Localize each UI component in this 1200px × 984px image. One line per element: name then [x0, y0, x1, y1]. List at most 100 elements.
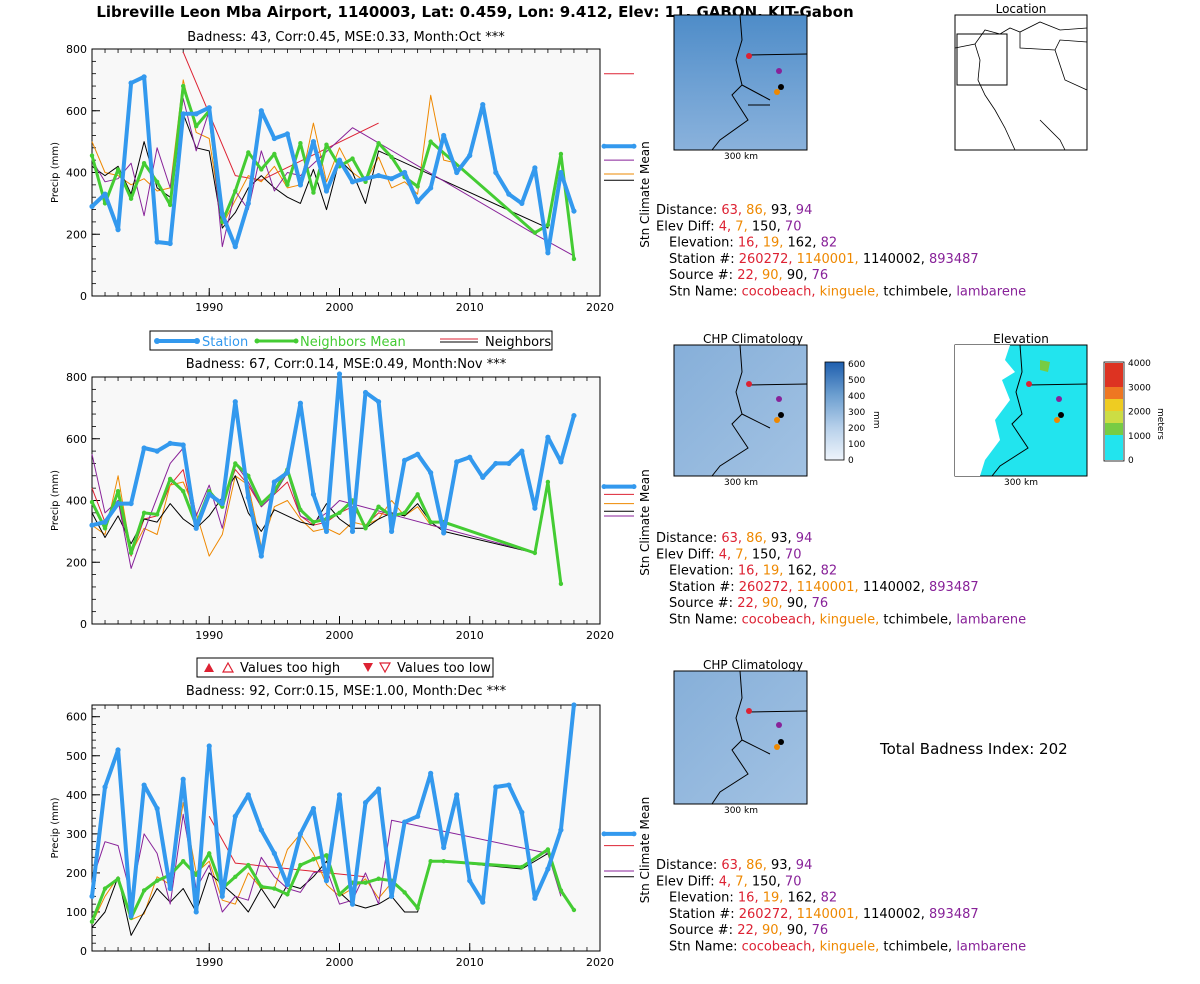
point-station — [167, 885, 173, 892]
point-station — [415, 451, 421, 457]
point-station — [506, 460, 512, 467]
point-neighbors-mean — [207, 851, 212, 856]
point-station — [336, 157, 343, 163]
point-station — [245, 792, 251, 798]
x-tick-label: 2010 — [456, 629, 484, 642]
point-station — [323, 528, 330, 534]
point-neighbors-mean — [180, 858, 186, 864]
chp-title-2: CHP Climatology — [703, 332, 803, 346]
point-neighbors-mean — [180, 489, 186, 494]
series-line-lambarene — [91, 813, 562, 913]
x-tick-label: 1990 — [195, 301, 223, 314]
point-neighbors-mean — [571, 907, 577, 913]
point-station — [258, 108, 264, 114]
point-station — [102, 191, 108, 197]
point-station — [232, 244, 238, 250]
point-station — [519, 200, 525, 206]
point-station — [467, 152, 473, 159]
info-row-source-number: Source #: 22, 90, 90, 76 — [669, 596, 828, 611]
point-neighbors-mean — [272, 151, 277, 157]
point-neighbors-mean — [311, 857, 316, 862]
point-neighbors-mean — [233, 188, 238, 194]
point-station — [493, 784, 499, 790]
point-station — [506, 782, 512, 788]
climate-mean-point — [631, 831, 637, 837]
point-station — [532, 505, 538, 511]
point-station — [232, 813, 238, 819]
plot-subtitle: Badness: 43, Corr:0.45, MSE:0.33, Month:… — [187, 30, 505, 45]
point-neighbors-mean — [298, 862, 303, 868]
y-tick-label: 200 — [66, 867, 87, 880]
x-tick-label: 2000 — [325, 301, 353, 314]
point-neighbors-mean — [141, 510, 147, 516]
plot-3: 1990 2000 2010 2020 0 100 200 300 400 500 600 Badne… — [50, 684, 652, 969]
point-station — [480, 474, 486, 480]
point-station — [89, 522, 95, 528]
point-station — [141, 782, 147, 788]
point-neighbors-mean — [141, 161, 147, 166]
point-neighbors-mean — [285, 892, 290, 897]
point-station — [375, 399, 382, 405]
point-neighbors-mean — [89, 499, 95, 505]
point-neighbors-mean — [259, 167, 264, 172]
point-neighbors-mean — [128, 196, 134, 201]
point-neighbors-mean — [311, 519, 316, 525]
point-station — [362, 389, 369, 396]
stn-climate-mean-label: Stn Climate Mean — [638, 797, 652, 903]
series-line-neighbors-mean — [90, 848, 576, 923]
point-station — [493, 169, 499, 176]
point-station — [193, 111, 199, 117]
point-station — [245, 200, 251, 206]
point-station — [154, 448, 160, 454]
y-tick-label: 600 — [66, 711, 87, 724]
point-neighbors-mean — [233, 874, 238, 880]
point-station — [388, 528, 395, 534]
point-station — [480, 899, 486, 905]
point-station — [519, 448, 525, 454]
info-row-station-number: Station #: 260272, 1140001, 1140002, 893… — [669, 580, 979, 595]
point-station — [258, 553, 264, 559]
info-row-elev-diff: Elev Diff: 4, 7, 150, 70 — [656, 547, 801, 562]
chp-title-3: CHP Climatology — [703, 658, 803, 672]
point-station — [545, 866, 551, 872]
chp-map-3: CHP Climatology 300 km — [673, 658, 808, 816]
x-tick-label: 2020 — [586, 956, 614, 969]
point-neighbors-mean — [167, 476, 173, 482]
stn-climate-mean-label: Stn Climate Mean — [638, 141, 652, 247]
point-neighbors-mean — [324, 142, 329, 147]
point-station — [336, 792, 343, 798]
point-station — [441, 844, 447, 851]
point-neighbors-mean — [389, 154, 394, 160]
point-station — [258, 827, 264, 833]
point-neighbors-mean — [194, 123, 199, 129]
point-neighbors-mean — [558, 888, 564, 893]
main-legend: Station Neighbors Mean Neighbors — [149, 330, 553, 351]
point-neighbors-mean — [558, 581, 564, 587]
point-station — [349, 528, 356, 534]
elevation-colorbar-tick: 3000 — [1128, 383, 1151, 393]
point-station — [323, 188, 330, 194]
point-station — [271, 850, 277, 856]
point-neighbors-mean — [558, 151, 564, 157]
elevation-title: Elevation — [993, 332, 1049, 346]
point-station — [349, 901, 356, 907]
chp-colorbar-ticks: 600 500 400 300 200 100 0 — [848, 360, 865, 466]
point-station — [558, 827, 564, 833]
point-neighbors-mean — [428, 139, 433, 144]
point-station — [375, 786, 382, 792]
point-station — [180, 442, 186, 448]
info-row-elevation: Elevation: 16, 19, 162, 82 — [669, 236, 837, 251]
point-station — [506, 191, 512, 197]
y-tick-label: 600 — [66, 433, 87, 446]
too-high-open-icon — [221, 661, 235, 673]
info-row-station-name: Stn Name: cocobeach, kinguele, tchimbele… — [669, 285, 1026, 300]
point-station — [128, 500, 134, 507]
point-station — [297, 182, 304, 188]
point-station — [571, 412, 577, 419]
y-tick-label: 200 — [66, 556, 87, 569]
too-low-filled-icon — [363, 663, 373, 672]
y-tick-label: 600 — [66, 105, 87, 118]
point-neighbors-mean — [441, 858, 446, 864]
point-neighbors-mean — [545, 479, 551, 485]
climate-mean-point — [601, 484, 607, 490]
